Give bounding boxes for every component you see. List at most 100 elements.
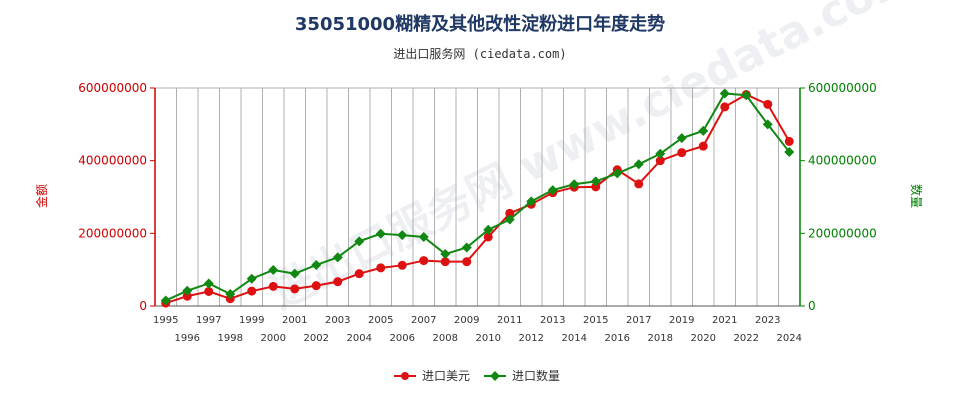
x-tick-label: 2004 <box>347 333 372 344</box>
y-tick-label-right: 200000000 <box>808 226 877 240</box>
x-tick-label: 2000 <box>261 333 286 344</box>
x-tick-label: 1999 <box>239 315 264 326</box>
data-point-quantity <box>182 285 193 296</box>
x-tick-label: 2024 <box>777 333 802 344</box>
data-point-quantity <box>397 230 408 241</box>
data-point-amount <box>290 284 300 294</box>
data-point-amount <box>311 281 321 291</box>
data-point-amount <box>247 286 257 296</box>
y-axis-title-right: 数量 <box>909 184 924 208</box>
data-point-quantity <box>268 265 279 276</box>
chart-title: 35051000糊精及其他改性淀粉进口年度走势 <box>295 13 665 35</box>
x-tick-label: 2005 <box>368 315 393 326</box>
x-tick-label: 2011 <box>497 315 522 326</box>
x-tick-label: 2008 <box>433 333 458 344</box>
data-point-amount <box>440 257 450 267</box>
x-tick-label: 2019 <box>669 315 694 326</box>
y-tick-label-left: 400000000 <box>78 154 147 168</box>
data-point-quantity <box>526 196 537 207</box>
x-tick-label: 2013 <box>540 315 565 326</box>
data-point-quantity <box>547 185 558 196</box>
data-point-amount <box>634 179 644 189</box>
legend-quantity-marker <box>490 371 500 381</box>
data-point-amount <box>397 260 407 270</box>
x-tick-label: 1997 <box>196 315 221 326</box>
data-point-quantity <box>203 278 214 289</box>
x-tick-label: 2016 <box>605 333 630 344</box>
y-tick-label-right: 600000000 <box>808 81 877 95</box>
y-tick-label-right: 400000000 <box>808 154 877 168</box>
legend: 进口美元 进口数量 <box>394 368 560 383</box>
data-point-quantity <box>354 236 365 247</box>
data-point-quantity <box>612 168 623 179</box>
data-point-quantity <box>741 90 752 101</box>
data-point-quantity <box>483 224 494 235</box>
data-point-quantity <box>676 133 687 144</box>
series-layer <box>160 88 795 308</box>
legend-amount-label: 进口美元 <box>422 369 470 383</box>
x-tick-label: 1995 <box>153 315 178 326</box>
x-tick-label: 2021 <box>712 315 737 326</box>
data-point-amount <box>204 286 214 296</box>
data-point-quantity <box>418 231 429 242</box>
x-tick-label: 2012 <box>519 333 544 344</box>
data-point-quantity <box>311 259 322 270</box>
x-tick-label: 2015 <box>583 315 608 326</box>
data-point-amount <box>462 257 472 267</box>
data-point-quantity <box>440 249 451 260</box>
x-tick-label: 1996 <box>175 333 200 344</box>
data-point-quantity <box>160 295 171 306</box>
x-tick-label: 2022 <box>734 333 759 344</box>
data-point-amount <box>333 277 343 287</box>
data-point-amount <box>677 148 687 158</box>
data-point-quantity <box>719 88 730 99</box>
data-point-amount <box>505 208 515 218</box>
data-point-amount <box>182 291 192 301</box>
data-point-quantity <box>461 242 472 253</box>
y-tick-label-left: 0 <box>139 299 147 313</box>
x-tick-label: 2017 <box>626 315 651 326</box>
data-point-amount <box>483 232 493 242</box>
data-point-quantity <box>569 179 580 190</box>
x-tick-label: 2023 <box>755 315 780 326</box>
x-tick-label: 2009 <box>454 315 479 326</box>
data-point-quantity <box>590 176 601 187</box>
data-point-amount <box>354 269 364 279</box>
x-tick-label: 2003 <box>325 315 350 326</box>
legend-quantity-label: 进口数量 <box>512 368 560 383</box>
x-tick-label: 2010 <box>476 333 501 344</box>
data-point-amount <box>698 141 708 151</box>
y-tick-label-left: 200000000 <box>78 226 147 240</box>
data-point-quantity <box>784 146 795 157</box>
data-point-quantity <box>633 159 644 170</box>
data-point-quantity <box>246 273 257 284</box>
x-tick-label: 2007 <box>411 315 436 326</box>
y-axis-title-left: 金额 <box>34 184 49 208</box>
x-tick-label: 2002 <box>304 333 329 344</box>
data-point-quantity <box>762 119 773 130</box>
x-tick-label: 2001 <box>282 315 307 326</box>
data-point-amount <box>376 263 386 273</box>
data-point-amount <box>763 99 773 109</box>
data-point-quantity <box>504 214 515 225</box>
x-tick-label: 2018 <box>648 333 673 344</box>
axes: 0 200000000 400000000 600000000 0 200000000 40… <box>78 81 876 344</box>
x-tick-label: 1998 <box>218 333 243 344</box>
x-tick-label: 2014 <box>562 333 587 344</box>
data-point-quantity <box>225 289 236 300</box>
data-point-amount <box>268 281 278 291</box>
data-point-amount <box>655 156 665 166</box>
x-tick-label: 2020 <box>691 333 716 344</box>
y-tick-label-right: 0 <box>808 299 816 313</box>
data-point-amount <box>720 102 730 112</box>
data-point-quantity <box>289 268 300 279</box>
data-point-amount <box>419 256 429 266</box>
data-point-amount <box>591 182 601 192</box>
grid-lines <box>154 87 801 306</box>
data-point-quantity <box>698 125 709 136</box>
data-point-quantity <box>332 252 343 263</box>
data-point-quantity <box>375 228 386 239</box>
data-point-quantity <box>655 148 666 159</box>
chart-subtitle: 进出口服务网 (ciedata.com) <box>393 46 566 61</box>
